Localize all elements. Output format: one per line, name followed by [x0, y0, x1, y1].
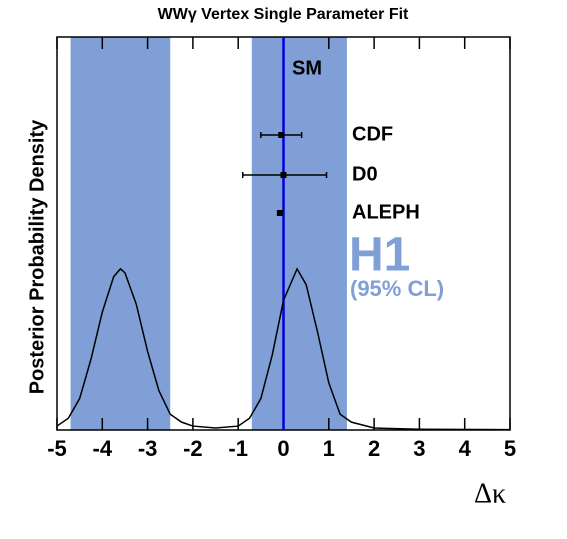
- band: [70, 37, 171, 430]
- x-tick-label: 4: [459, 436, 472, 461]
- x-tick-label: 5: [504, 436, 516, 461]
- result-note: (95% CL): [350, 276, 444, 301]
- x-tick-label: 3: [413, 436, 425, 461]
- measurement-point: [280, 172, 287, 178]
- reference-label: SM: [292, 57, 322, 79]
- x-tick-label: -1: [228, 436, 248, 461]
- measurement-point: [276, 210, 283, 216]
- band: [251, 37, 347, 430]
- curve: [56, 267, 511, 431]
- measurement-label: CDF: [352, 123, 393, 145]
- y-axis-label: Posterior Probability Density: [26, 119, 48, 394]
- measurement-point: [278, 132, 285, 138]
- x-tick-label: 2: [368, 436, 380, 461]
- x-tick-label: 0: [277, 436, 289, 461]
- x-tick-label: -3: [138, 436, 158, 461]
- chart-title: WWγ Vertex Single Parameter Fit: [158, 6, 409, 23]
- x-axis-label: Δκ: [474, 478, 506, 509]
- result-label: H1: [349, 229, 410, 282]
- x-tick-label: -5: [47, 436, 67, 461]
- measurement-label: D0: [352, 163, 378, 185]
- x-tick-label: 1: [323, 436, 335, 461]
- x-tick-label: -2: [183, 436, 203, 461]
- x-tick-label: -4: [93, 436, 113, 461]
- measurement-label: ALEPH: [352, 201, 420, 223]
